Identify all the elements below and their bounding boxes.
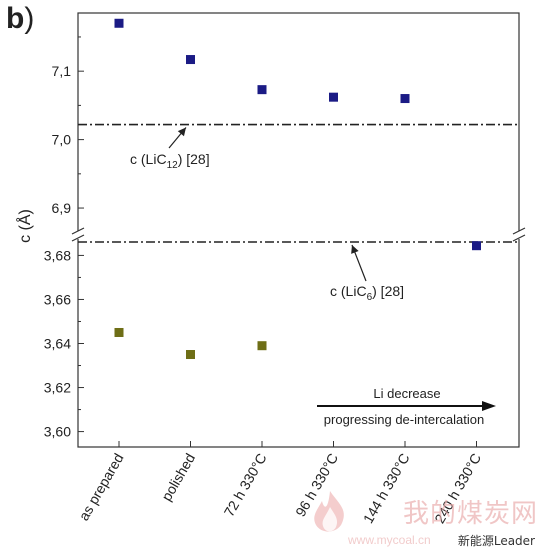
lower-y-tick-label: 3,66 (44, 291, 71, 307)
annotation-deintercalation: progressing de-intercalation (324, 412, 484, 427)
lower-y-tick-label: 3,60 (44, 424, 71, 440)
reference-lines (78, 123, 519, 243)
reference-arrow-head-icon (351, 245, 359, 254)
x-tick-label: 72 h 330°C (221, 451, 270, 520)
data-points (114, 18, 481, 360)
data-point (186, 55, 195, 65)
watermark-sub-text: 新能源Leader (454, 532, 538, 549)
annotation-li-decrease: Li decrease (373, 386, 440, 401)
break-gap-left (72, 231, 82, 239)
data-point (472, 241, 481, 251)
data-point (257, 341, 267, 351)
data-point (257, 85, 267, 95)
data-point (114, 327, 124, 337)
upper-y-tick-label: 7,1 (52, 63, 72, 79)
data-point (186, 350, 195, 360)
data-point (329, 92, 338, 102)
reference-label-lic6: c (LiC6) [28] (330, 283, 404, 303)
data-point (400, 94, 410, 104)
y-axis-label: c (Å) (15, 209, 34, 243)
axis-break-left-icon (71, 227, 85, 242)
panel-paren: ) (24, 2, 35, 35)
plot-frame (77, 12, 520, 448)
reference-arrow-head-icon (177, 127, 186, 137)
upper-y-tick-label: 7,0 (52, 132, 72, 148)
y-ticks: 6,9 7,0 7,1 3,60 3,62 3,64 3,66 3,68 (44, 36, 84, 440)
chart-axes (71, 12, 526, 448)
flame-logo-icon (314, 491, 344, 532)
x-tick-label: as prepared (75, 451, 126, 524)
watermark-url: www.mycoal.cn (348, 533, 431, 547)
axis-break-right-icon (512, 227, 526, 242)
break-gap-right (514, 231, 526, 239)
watermark: 我的煤炭网 www.mycoal.cn 新能源Leader (308, 489, 538, 549)
x-tick-label: polished (158, 451, 198, 504)
lower-y-tick-label: 3,68 (44, 247, 71, 263)
watermark-main-text: 我的煤炭网 (402, 499, 538, 529)
panel-letter: b (6, 2, 25, 35)
lower-y-tick-label: 3,62 (44, 380, 71, 396)
upper-y-tick-label: 6,9 (52, 200, 72, 216)
annotations: c (LiC12) [28] c (LiC6) [28] Li decrease pr… (130, 127, 496, 427)
lower-y-tick-label: 3,64 (44, 336, 71, 352)
panel-label: b) (6, 2, 34, 36)
data-point (114, 18, 124, 28)
reference-label-licl12: c (LiC12) [28] (130, 151, 210, 171)
annotation-arrow-head-icon (482, 401, 496, 411)
